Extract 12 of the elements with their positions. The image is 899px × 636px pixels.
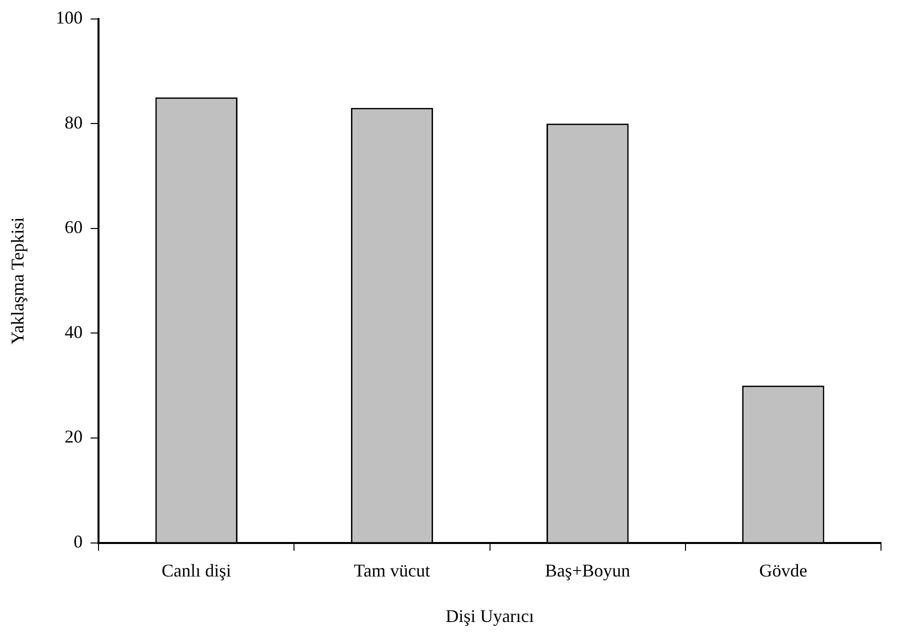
x-tick-label: Gövde: [759, 560, 808, 580]
x-axis-title: Dişi Uyarıcı: [446, 606, 534, 626]
x-tick-label: Canlı dişi: [162, 560, 232, 580]
y-tick-label: 60: [64, 217, 83, 238]
y-tick-label: 100: [56, 8, 83, 28]
x-tick-label: Baş+Boyun: [545, 560, 630, 580]
y-tick-label: 20: [64, 426, 83, 447]
y-tick-label: 40: [64, 322, 83, 342]
y-tick-label: 80: [64, 112, 83, 132]
x-tick-label: Tam vücut: [354, 560, 430, 580]
y-tick-label: 0: [74, 532, 83, 552]
y-axis-title: Yaklaşma Tepkisi: [8, 217, 28, 344]
